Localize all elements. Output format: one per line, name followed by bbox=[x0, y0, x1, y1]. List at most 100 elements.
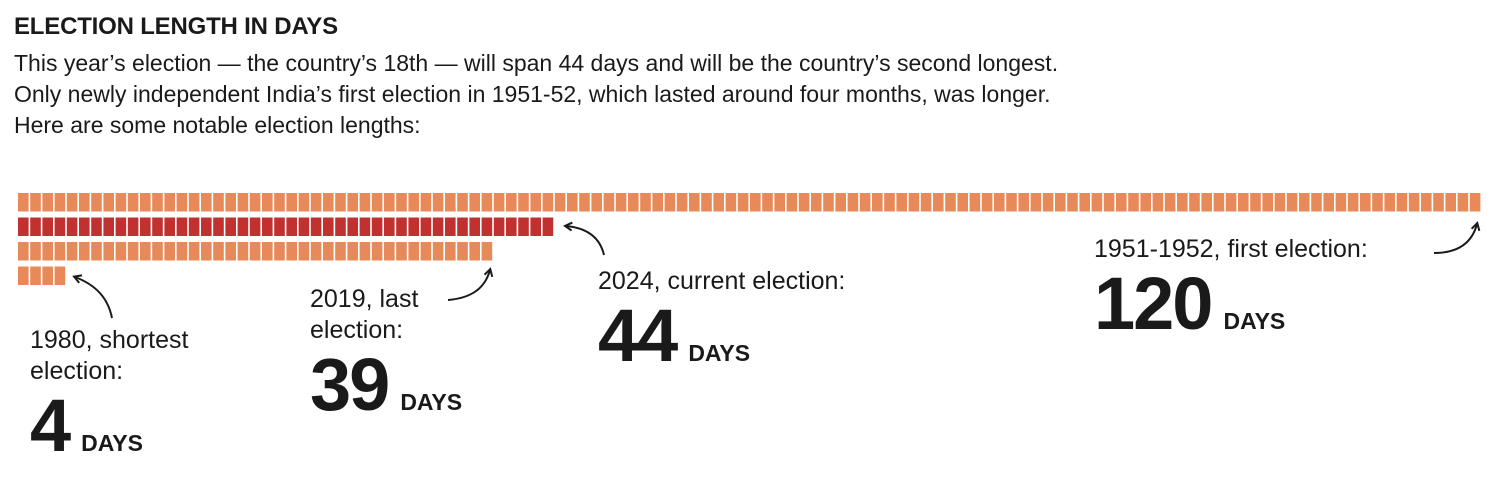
day-block bbox=[286, 242, 297, 261]
day-block bbox=[310, 242, 322, 261]
day-block bbox=[1286, 193, 1298, 212]
day-block bbox=[1152, 193, 1164, 212]
day-block bbox=[286, 217, 297, 236]
day-block bbox=[945, 193, 956, 212]
day-block bbox=[298, 242, 310, 261]
day-block bbox=[274, 193, 285, 212]
day-block bbox=[530, 217, 541, 236]
day-block bbox=[1055, 193, 1066, 212]
day-block bbox=[359, 193, 371, 212]
day-block bbox=[225, 193, 236, 212]
subtitle-line-1: This year’s election — the country’s 18t… bbox=[14, 50, 1059, 76]
day-block bbox=[18, 242, 29, 261]
day-block bbox=[1408, 193, 1420, 212]
day-block bbox=[127, 217, 139, 236]
callout-2024-label: 2024, current election: bbox=[598, 267, 846, 295]
day-block bbox=[359, 217, 371, 236]
day-block bbox=[872, 193, 883, 212]
day-block bbox=[615, 193, 627, 212]
day-block bbox=[213, 193, 224, 212]
arrow-2019 bbox=[447, 270, 490, 301]
day-block bbox=[396, 193, 407, 212]
day-block bbox=[518, 217, 529, 236]
day-block bbox=[628, 193, 639, 212]
callout-2019-value: 39 bbox=[310, 343, 390, 426]
day-block bbox=[188, 242, 200, 261]
day-block bbox=[225, 242, 236, 261]
block-rows bbox=[18, 193, 1481, 285]
day-block bbox=[103, 193, 114, 212]
day-block bbox=[1213, 193, 1225, 212]
day-block bbox=[30, 266, 41, 285]
callout-2024: 2024, current election: 44 DAYS bbox=[598, 266, 845, 373]
callout-1980-value: 4 bbox=[30, 384, 71, 467]
day-block bbox=[103, 242, 114, 261]
day-block bbox=[908, 193, 920, 212]
day-block bbox=[1201, 193, 1212, 212]
day-block bbox=[286, 193, 297, 212]
day-block bbox=[66, 193, 78, 212]
day-block bbox=[140, 193, 151, 212]
day-block bbox=[79, 242, 90, 261]
day-block bbox=[884, 193, 895, 212]
day-block bbox=[1189, 193, 1200, 212]
day-block bbox=[249, 193, 261, 212]
day-block bbox=[1238, 193, 1249, 212]
day-block bbox=[127, 242, 139, 261]
day-block bbox=[542, 193, 554, 212]
day-block bbox=[823, 193, 834, 212]
day-block bbox=[567, 193, 578, 212]
day-block bbox=[140, 242, 151, 261]
day-block bbox=[176, 242, 188, 261]
day-block bbox=[91, 193, 102, 212]
callout-1980: 1980, shortest election: 4 DAYS bbox=[30, 325, 188, 463]
day-block bbox=[164, 217, 175, 236]
day-block bbox=[176, 217, 188, 236]
day-block bbox=[445, 193, 456, 212]
day-block bbox=[249, 242, 261, 261]
callout-1951-value: 120 bbox=[1094, 262, 1213, 345]
day-block bbox=[640, 193, 651, 212]
day-block bbox=[371, 242, 383, 261]
day-block bbox=[359, 242, 371, 261]
day-block bbox=[396, 217, 407, 236]
callout-2024-figure: 44 DAYS bbox=[598, 299, 845, 373]
day-block bbox=[1384, 193, 1395, 212]
day-block bbox=[859, 193, 871, 212]
day-block bbox=[1311, 193, 1322, 212]
callout-2019-label: 2019, last election: bbox=[310, 285, 419, 344]
day-block bbox=[1299, 193, 1310, 212]
day-block bbox=[1116, 193, 1127, 212]
day-block bbox=[30, 242, 41, 261]
callout-2024-unit: DAYS bbox=[688, 340, 751, 366]
chart-title: ELECTION LENGTH IN DAYS bbox=[14, 13, 338, 40]
day-block bbox=[42, 217, 53, 236]
day-block bbox=[676, 193, 688, 212]
day-block bbox=[298, 193, 310, 212]
day-block bbox=[445, 242, 456, 261]
day-block bbox=[933, 193, 944, 212]
day-block bbox=[713, 193, 724, 212]
day-block bbox=[1323, 193, 1334, 212]
day-block bbox=[420, 217, 432, 236]
day-block bbox=[310, 193, 322, 212]
day-block bbox=[896, 193, 907, 212]
day-block bbox=[18, 193, 29, 212]
day-block bbox=[262, 217, 273, 236]
day-block bbox=[1128, 193, 1139, 212]
day-block bbox=[188, 193, 200, 212]
day-block bbox=[274, 242, 285, 261]
day-block bbox=[152, 217, 163, 236]
day-block bbox=[237, 193, 249, 212]
day-block bbox=[1421, 193, 1432, 212]
day-block bbox=[1396, 193, 1408, 212]
day-block bbox=[1469, 193, 1481, 212]
arrow-1951 bbox=[1433, 224, 1477, 254]
day-block bbox=[493, 217, 505, 236]
day-block bbox=[103, 217, 114, 236]
day-block bbox=[152, 193, 163, 212]
day-block bbox=[18, 217, 29, 236]
day-block bbox=[957, 193, 968, 212]
chart-header: ELECTION LENGTH IN DAYS This year’s elec… bbox=[14, 12, 1474, 141]
